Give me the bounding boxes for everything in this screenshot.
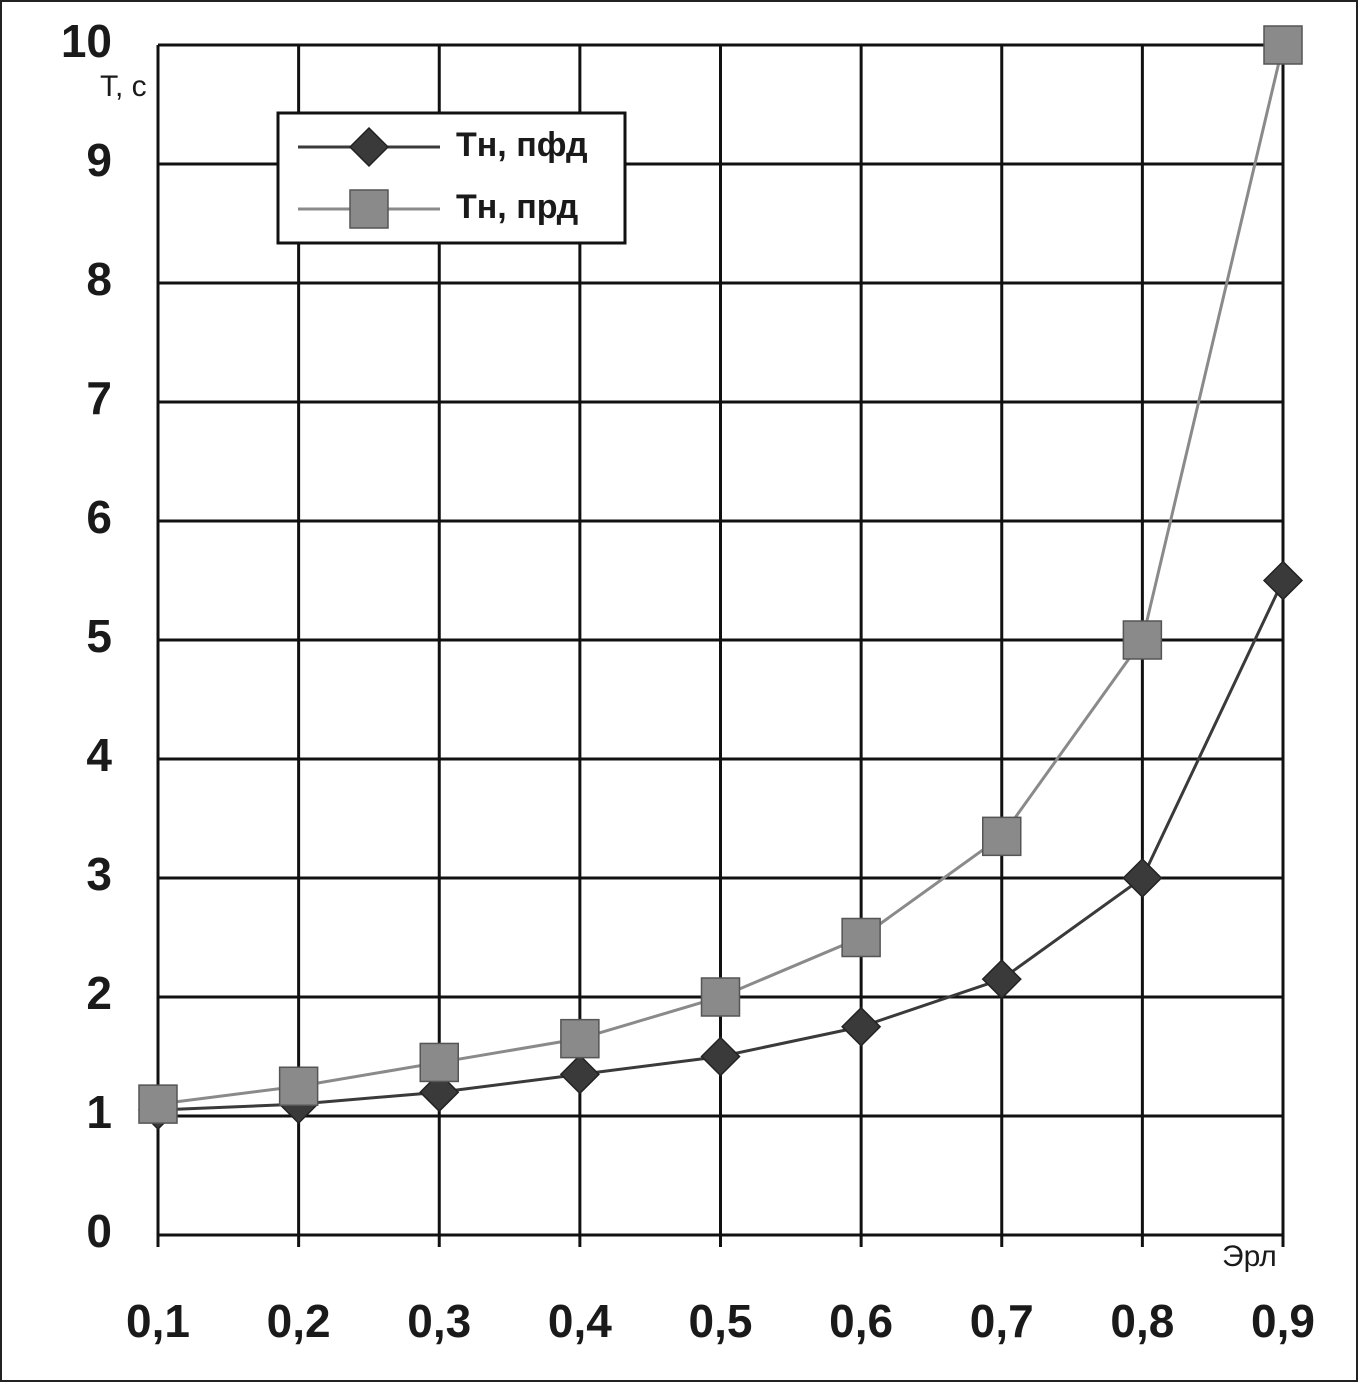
y-tick-label: 8 (86, 253, 112, 305)
y-tick-label: 0 (86, 1205, 112, 1257)
point (419, 1072, 460, 1113)
y-tick-label: 3 (86, 848, 112, 900)
x-tick-label: 0,6 (829, 1295, 893, 1347)
point (700, 1036, 741, 1077)
x-axis-label: Эрл (1222, 1240, 1277, 1273)
point (560, 1018, 600, 1059)
point (419, 1042, 459, 1083)
point (982, 816, 1022, 857)
x-tick-label: 0,3 (407, 1295, 471, 1347)
legend-marker (349, 189, 389, 229)
x-tick-label: 0,4 (548, 1295, 612, 1347)
x-tick-label: 0,1 (126, 1295, 190, 1347)
x-tick-label: 0,9 (1251, 1295, 1315, 1347)
point (1122, 857, 1163, 899)
y-tick-label: 7 (86, 372, 112, 424)
x-tick-label: 0,8 (1110, 1295, 1174, 1347)
point (1122, 620, 1163, 660)
point (1263, 25, 1303, 65)
point (278, 1066, 319, 1106)
legend-marker (348, 126, 390, 168)
legend-label: Тн, прд (456, 188, 578, 226)
point (559, 1054, 600, 1095)
point (700, 977, 741, 1017)
y-tick-label: 4 (86, 729, 112, 781)
legend-box (276, 111, 627, 245)
y-tick-label: 10 (61, 15, 112, 67)
point (138, 1084, 178, 1124)
point (981, 959, 1022, 1000)
y-tick-label: 2 (86, 967, 112, 1019)
point (1262, 560, 1304, 601)
x-tick-label: 0,2 (267, 1295, 331, 1347)
y-tick-label: 1 (86, 1086, 112, 1138)
x-tick-label: 0,5 (689, 1295, 753, 1347)
y-tick-label: 9 (86, 134, 112, 186)
legend-label: Тн, пфд (456, 126, 588, 164)
point (841, 1006, 882, 1047)
point (841, 917, 881, 958)
x-tick-label: 0,7 (970, 1295, 1034, 1347)
y-axis-label: Т, с (100, 70, 147, 103)
y-tick-label: 6 (86, 491, 112, 543)
y-tick-label: 5 (86, 610, 112, 662)
